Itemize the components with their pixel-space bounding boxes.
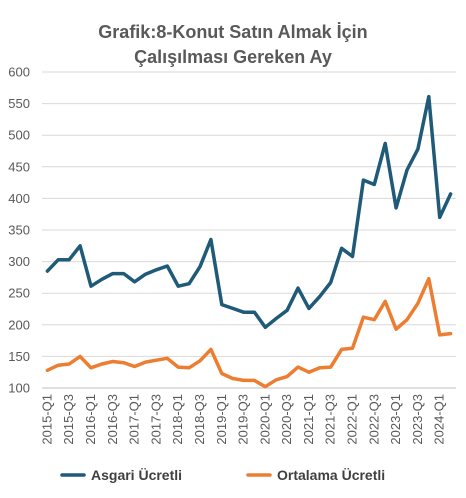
x-tick-label: 2024-Q1 — [432, 394, 447, 445]
y-tick-label: 500 — [8, 128, 30, 143]
y-tick-label: 600 — [8, 65, 30, 80]
x-tick-label: 2015-Q3 — [61, 394, 76, 445]
y-tick-label: 350 — [8, 223, 30, 238]
x-tick-label: 2015-Q1 — [39, 394, 54, 445]
y-tick-label: 300 — [8, 254, 30, 269]
x-tick-label: 2016-Q1 — [83, 394, 98, 445]
x-tick-label: 2021-Q1 — [301, 394, 316, 445]
legend-label: Ortalama Ücretli — [277, 467, 385, 483]
y-axis-tick-labels: 100 150 200 250 300 350 400 450 500 550 600 — [8, 65, 30, 396]
x-tick-label: 2022-Q1 — [345, 394, 360, 445]
legend: Asgari Ücretli Ortalama Ücretli — [60, 467, 385, 483]
series-line-2 — [45, 276, 453, 389]
legend-label: Asgari Ücretli — [91, 467, 182, 483]
x-tick-label: 2016-Q3 — [105, 394, 120, 445]
x-tick-label: 2018-Q3 — [192, 394, 207, 445]
y-tick-label: 550 — [8, 96, 30, 111]
x-tick-label: 2018-Q1 — [170, 394, 185, 445]
gridlines — [42, 71, 456, 389]
x-tick-label: 2023-Q1 — [388, 394, 403, 445]
x-tick-label: 2019-Q3 — [236, 394, 251, 445]
x-axis-tick-labels: 2015-Q1 2015-Q3 2016-Q1 2016-Q3 2017-Q1 2017-… — [39, 394, 446, 445]
y-tick-label: 250 — [8, 286, 30, 301]
x-tick-label: 2019-Q1 — [214, 394, 229, 445]
series-line-1 — [45, 94, 453, 330]
x-tick-label: 2017-Q3 — [148, 394, 163, 445]
y-tick-label: 150 — [8, 349, 30, 364]
x-tick-label: 2020-Q3 — [279, 394, 294, 445]
y-tick-label: 400 — [8, 191, 30, 206]
series-lines — [45, 94, 453, 389]
x-tick-label: 2017-Q1 — [127, 394, 142, 445]
chart-title-line-1: Grafik:8-Konut Satın Almak İçin — [98, 22, 367, 42]
x-tick-label: 2022-Q3 — [366, 394, 381, 445]
x-tick-label: 2023-Q3 — [410, 394, 425, 445]
x-tick-label: 2021-Q3 — [323, 394, 338, 445]
chart-title-line-2: Çalışılması Gereken Ay — [134, 47, 332, 67]
y-tick-label: 100 — [8, 381, 30, 396]
y-tick-label: 450 — [8, 159, 30, 174]
y-tick-label: 200 — [8, 317, 30, 332]
x-tick-label: 2020-Q1 — [257, 394, 272, 445]
